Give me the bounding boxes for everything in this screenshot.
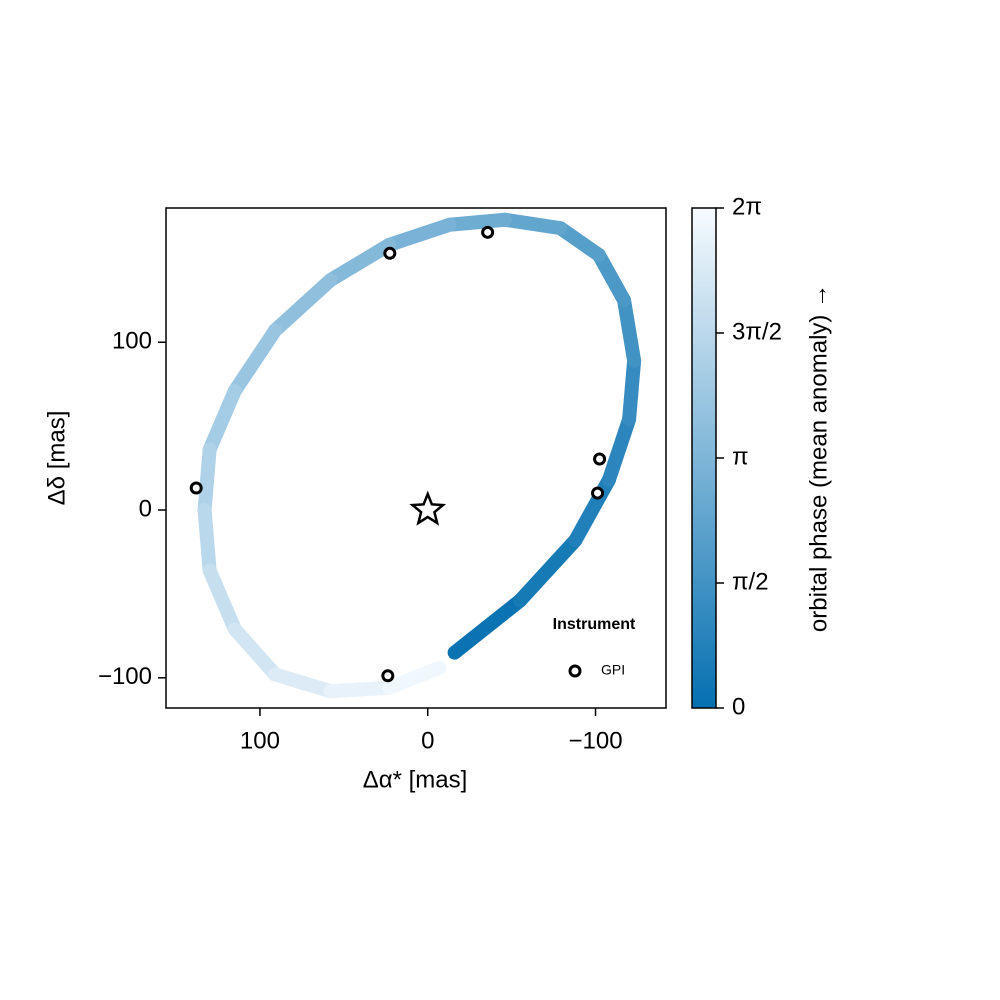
x-tick-label: 0 — [421, 727, 434, 754]
orbit-segment — [382, 660, 447, 695]
y-tick-label: −100 — [98, 663, 152, 690]
orbit-segment — [227, 622, 283, 682]
orbit-segment — [268, 273, 338, 338]
legend-marker — [568, 664, 582, 678]
orbit-segment — [513, 533, 583, 608]
orbit-segment — [268, 667, 338, 699]
orbit-segment — [497, 212, 568, 236]
data-point — [383, 246, 397, 260]
orbit-segment — [323, 237, 397, 288]
y-axis-label: Δδ [mas] — [43, 411, 70, 506]
colorbar-label: orbital phase (mean anomaly) → — [805, 284, 832, 632]
y-tick-label: 100 — [112, 328, 152, 355]
legend-label: GPI — [601, 662, 625, 678]
orbit-segment — [553, 221, 606, 262]
data-point — [593, 452, 607, 466]
data-point — [381, 669, 395, 683]
colorbar-tick-label: 0 — [732, 693, 745, 720]
colorbar — [691, 207, 717, 709]
y-tick-label: 0 — [139, 495, 152, 522]
orbit-segment — [622, 353, 642, 427]
orbit-segment — [197, 503, 217, 578]
x-axis-label: Δα* [mas] — [363, 766, 468, 793]
x-tick-label: 100 — [240, 727, 280, 754]
colorbar-tick-label: π — [732, 443, 749, 470]
orbit-segment — [202, 383, 242, 457]
data-point — [591, 486, 605, 500]
orbit-segment — [202, 563, 242, 637]
orbit-segment — [323, 680, 397, 699]
x-tick-label: −100 — [568, 727, 622, 754]
orbit-segment — [591, 247, 632, 308]
colorbar-tick-label: π/2 — [732, 568, 769, 595]
orbit-segment — [227, 323, 283, 398]
data-point — [481, 225, 495, 239]
orbit-segment — [617, 293, 642, 368]
orbit-segment — [601, 412, 637, 487]
orbit-segment — [568, 472, 616, 548]
star-marker — [409, 490, 447, 526]
orbit-segment — [197, 442, 217, 518]
orbit-segment — [382, 217, 457, 252]
colorbar-tick-label: 2π — [732, 193, 762, 220]
data-point — [189, 481, 203, 495]
colorbar-tick-label: 3π/2 — [732, 318, 782, 345]
orbit-segment — [447, 593, 528, 660]
orbit-segment — [442, 212, 512, 232]
plot-frame — [165, 207, 667, 709]
legend-title: Instrument — [553, 616, 636, 633]
